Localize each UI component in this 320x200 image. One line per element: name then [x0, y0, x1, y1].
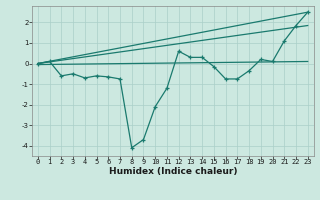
X-axis label: Humidex (Indice chaleur): Humidex (Indice chaleur): [108, 167, 237, 176]
